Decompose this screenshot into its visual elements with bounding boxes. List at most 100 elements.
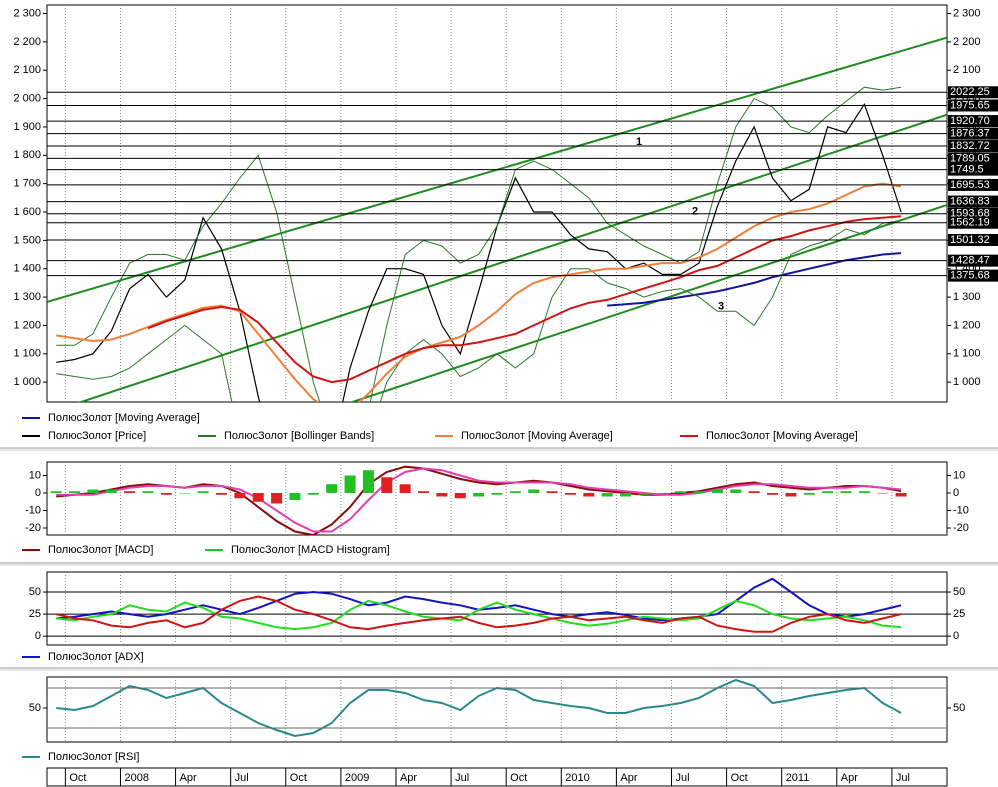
level-label: 1975.65 <box>950 99 990 111</box>
y-tick-label: 1 000 <box>953 376 981 388</box>
y-tick-label: 2 100 <box>13 64 41 76</box>
series-line <box>55 595 902 633</box>
level-label-box <box>948 99 998 112</box>
panel-frame <box>46 461 948 536</box>
histogram-bar <box>528 489 540 493</box>
histogram-bar <box>620 492 632 497</box>
x-tick-label: 2008 <box>124 772 148 784</box>
y-tick-label: -10 <box>953 504 969 516</box>
y-tick-label: 1 700 <box>13 178 41 190</box>
y-tick-label: 1 600 <box>13 206 41 218</box>
level-label-box <box>948 140 998 153</box>
legend-label: ПолюсЗолот [Moving Average] <box>48 412 200 424</box>
level-label: 1636.83 <box>950 195 990 207</box>
histogram-bar <box>491 492 503 495</box>
trend-label: 2 <box>692 205 698 217</box>
legend-label: ПолюсЗолот [Moving Average] <box>706 430 858 442</box>
histogram-bar <box>124 491 136 493</box>
x-tick-label: 2009 <box>345 772 369 784</box>
y-tick-label: 2 200 <box>953 36 981 48</box>
y-tick-label: 2 100 <box>953 64 981 76</box>
level-label-box <box>948 127 998 140</box>
level-label-box <box>948 178 998 191</box>
level-label-box <box>948 216 998 229</box>
x-tick-label: Jul <box>455 772 469 784</box>
legend-label: ПолюсЗолот [Moving Average] <box>461 430 613 442</box>
histogram-bar <box>583 492 595 497</box>
level-label: 1695.53 <box>950 179 990 191</box>
level-label-box <box>948 254 998 267</box>
level-label: 1876.37 <box>950 128 990 140</box>
level-label: 1562.19 <box>950 217 990 229</box>
y-tick-label: 1 100 <box>953 348 981 360</box>
level-label-box <box>948 195 998 208</box>
legend-label: ПолюсЗолот [MACD Histogram] <box>231 544 390 556</box>
histogram-bar <box>362 470 374 493</box>
level-label: 1749.5 <box>950 164 984 176</box>
histogram-bar <box>840 491 852 493</box>
histogram-bar <box>142 491 154 493</box>
histogram-bar <box>858 491 870 493</box>
histogram-bar <box>601 492 613 497</box>
legend-label: ПолюсЗолот [ADX] <box>48 651 144 663</box>
y-tick-label: 0 <box>953 630 959 642</box>
y-tick-label: 0 <box>35 630 41 642</box>
histogram-bar <box>160 492 172 495</box>
x-tick-label: 2010 <box>565 772 589 784</box>
level-label: 1920.70 <box>950 115 990 127</box>
histogram-bar <box>234 492 246 499</box>
histogram-bar <box>399 484 411 493</box>
y-tick-label: 25 <box>953 608 965 620</box>
histogram-bar <box>87 489 99 493</box>
y-tick-label: 25 <box>29 608 41 620</box>
histogram-bar <box>638 492 650 495</box>
histogram-bar <box>822 491 834 493</box>
y-tick-label: 1 500 <box>13 234 41 246</box>
histogram-bar <box>307 492 319 495</box>
histogram-bar <box>546 491 558 493</box>
trend-label: 1 <box>636 136 642 148</box>
level-label: 1832.72 <box>950 140 990 152</box>
y-tick-label: 1 800 <box>13 149 41 161</box>
y-tick-label: 2 000 <box>13 92 41 104</box>
level-label-box <box>948 86 998 99</box>
y-tick-label: 10 <box>29 469 41 481</box>
level-label: 1375.68 <box>950 270 990 282</box>
y-tick-label: 1 400 <box>13 263 41 275</box>
plot-area <box>50 462 907 535</box>
x-tick-label: Jul <box>675 772 689 784</box>
histogram-bar <box>785 492 797 497</box>
series-line <box>56 678 902 738</box>
histogram-bar <box>473 492 485 497</box>
y-tick-label: -20 <box>953 522 969 534</box>
histogram-bar <box>730 489 742 493</box>
y-tick-label: 2 200 <box>13 36 41 48</box>
histogram-bar <box>215 492 227 495</box>
level-label: 1501.32 <box>950 234 990 246</box>
trend-label: 3 <box>718 301 724 313</box>
x-tick-label: Apr <box>620 772 637 784</box>
histogram-bar <box>271 492 283 504</box>
histogram-bar <box>564 492 576 495</box>
panel-frame <box>46 676 948 743</box>
level-label-box <box>948 115 998 128</box>
legend-label: ПолюсЗолот [MACD] <box>48 544 153 556</box>
legend-label: ПолюсЗолот [Bollinger Bands] <box>224 430 374 442</box>
histogram-bar <box>344 475 356 493</box>
histogram-bar <box>656 492 668 494</box>
y-tick-label: 1 000 <box>13 376 41 388</box>
y-tick-label: 10 <box>953 469 965 481</box>
trend-line <box>78 113 947 402</box>
y-tick-label: -20 <box>25 522 41 534</box>
y-tick-label: 2 300 <box>13 7 41 19</box>
y-tick-label: -10 <box>25 504 41 516</box>
histogram-bar <box>418 491 430 493</box>
level-label: 1789.05 <box>950 152 990 164</box>
x-tick-label: Jul <box>896 772 910 784</box>
histogram-bar <box>767 492 779 495</box>
histogram-bar <box>105 489 117 493</box>
histogram-bar <box>454 492 466 499</box>
level-label-box <box>948 163 998 176</box>
histogram-bar <box>197 491 209 493</box>
